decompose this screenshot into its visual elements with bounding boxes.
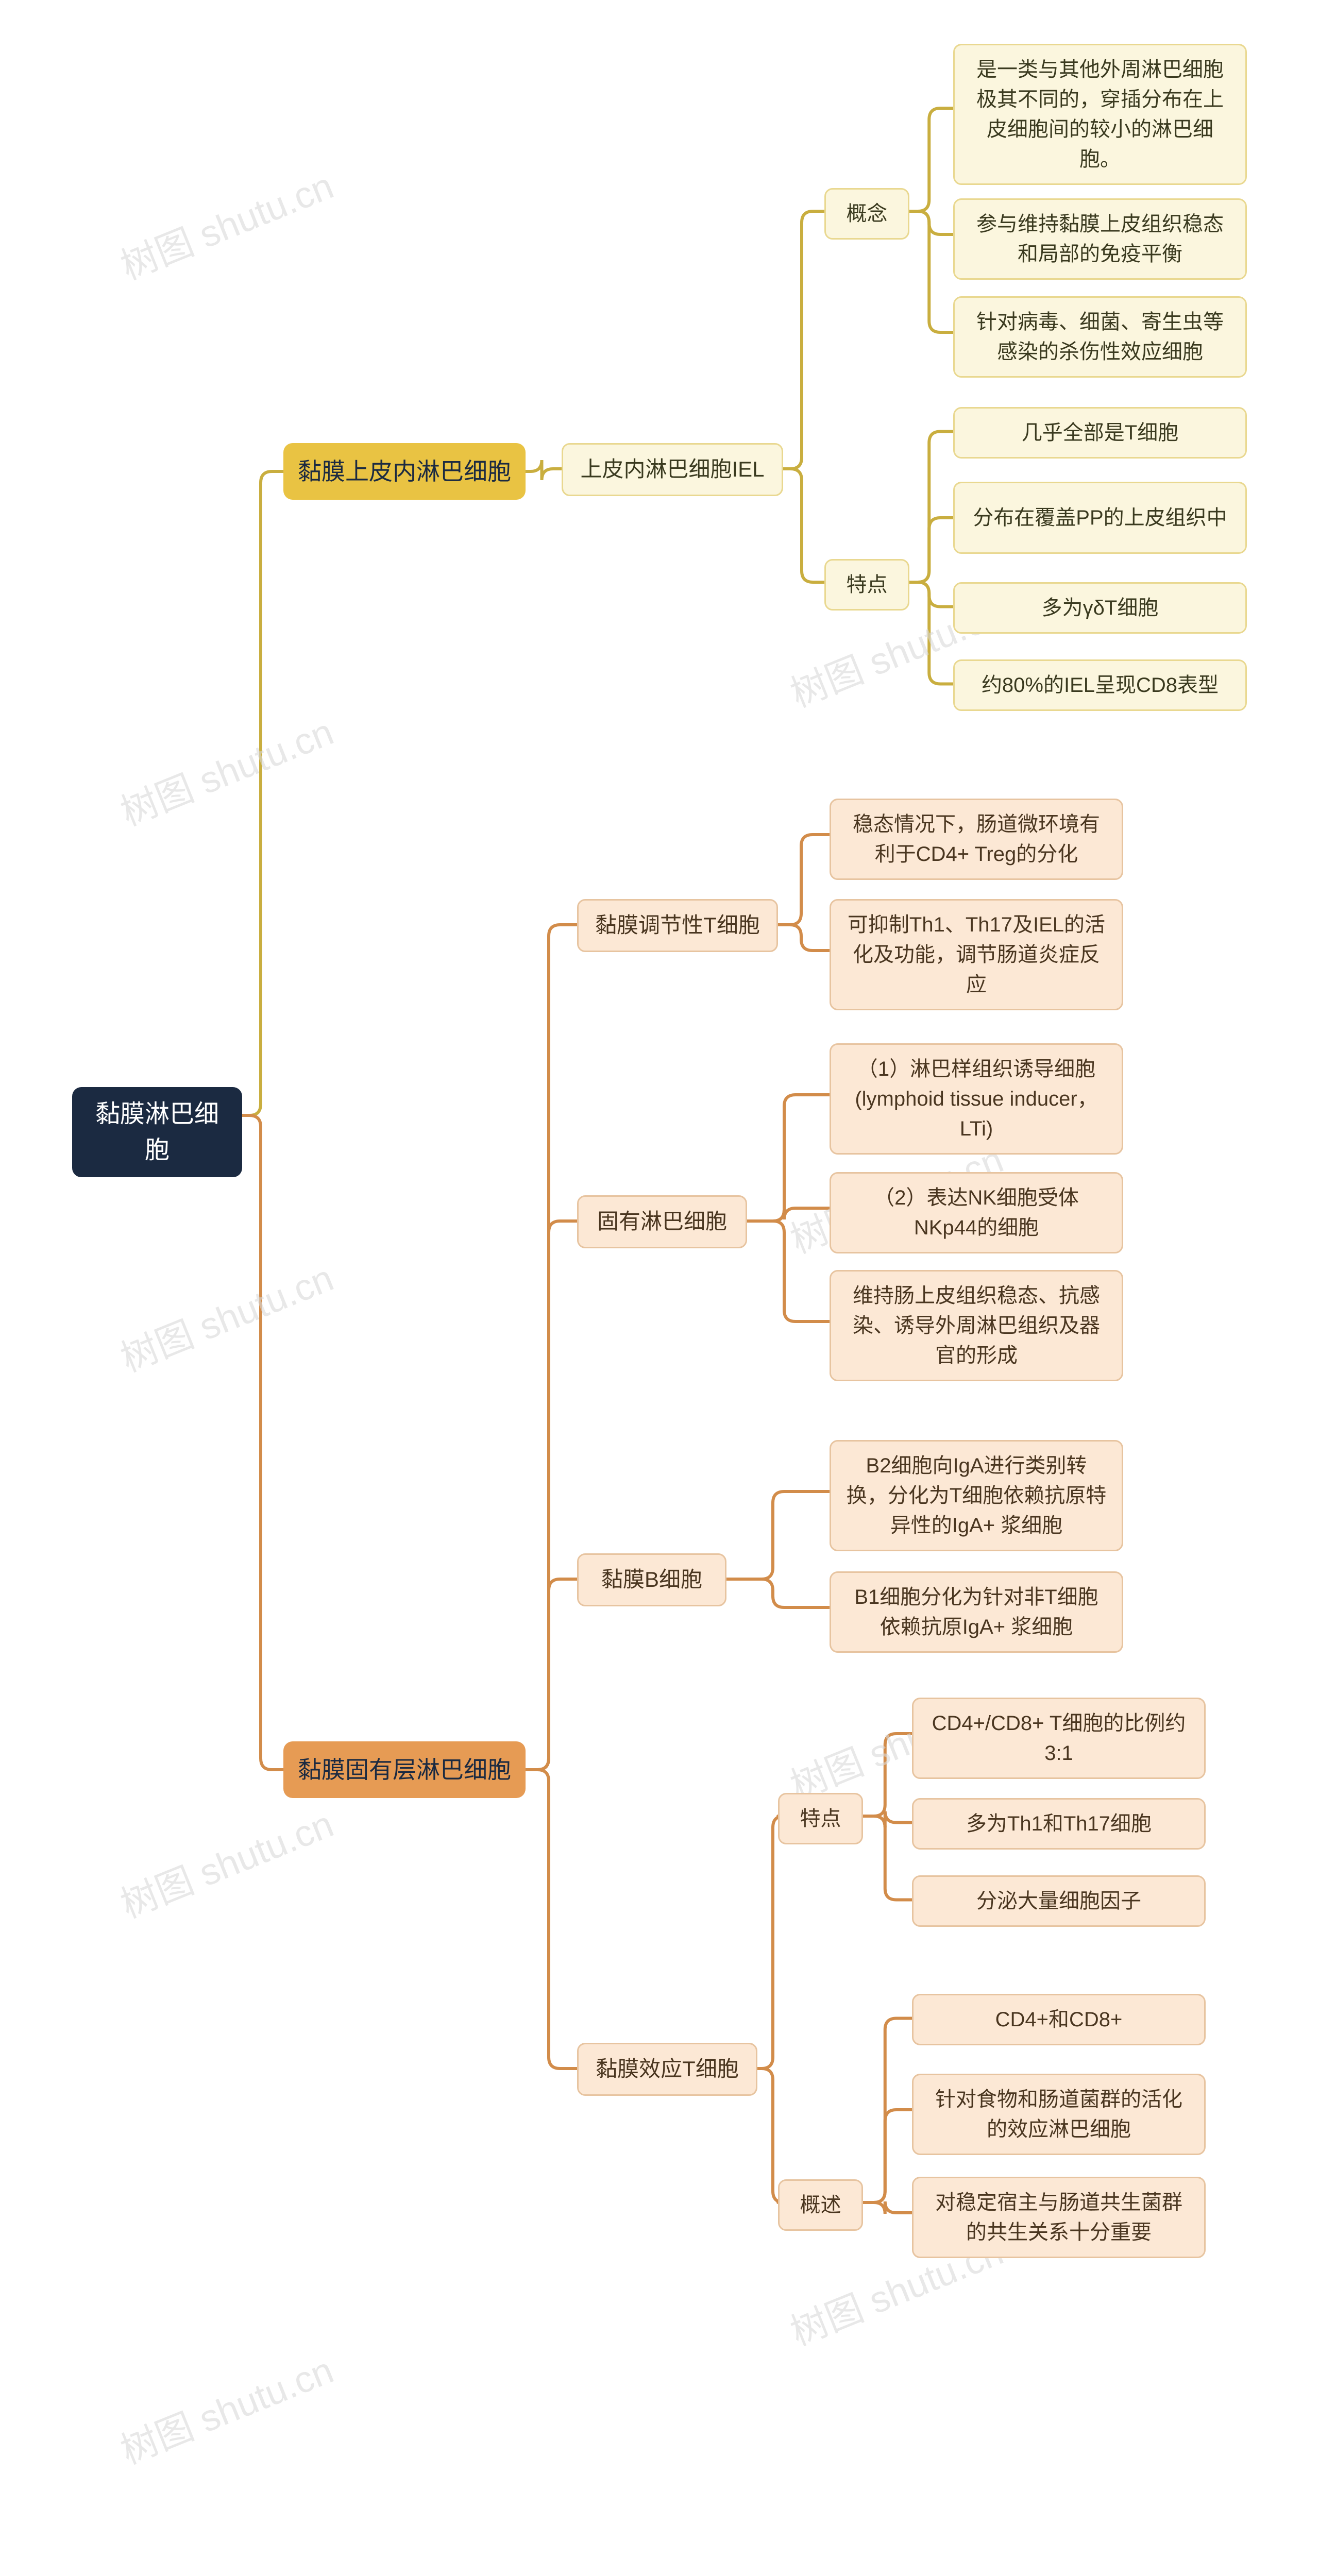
connector <box>909 211 953 332</box>
mindmap-node-o3d2[interactable]: 概述 <box>778 2179 863 2231</box>
mindmap-node-y4b[interactable]: 参与维持黏膜上皮组织稳态和局部的免疫平衡 <box>953 198 1247 280</box>
mindmap-node-root[interactable]: 黏膜淋巴细胞 <box>72 1087 242 1177</box>
mindmap-node-o4d1c[interactable]: 分泌大量细胞因子 <box>912 1875 1206 1927</box>
mindmap-node-o2c[interactable]: 黏膜B细胞 <box>577 1553 726 1606</box>
connector <box>242 471 283 1115</box>
connector <box>783 211 824 469</box>
connector <box>747 1221 830 1321</box>
connector <box>778 925 830 951</box>
connector <box>909 582 953 684</box>
connector <box>863 2019 912 2203</box>
mindmap-node-y3b[interactable]: 特点 <box>824 559 909 611</box>
connector <box>909 211 953 234</box>
connector <box>526 460 562 480</box>
mindmap-node-o2b[interactable]: 固有淋巴细胞 <box>577 1195 747 1248</box>
mindmap-node-o4d1a[interactable]: CD4+/CD8+ T细胞的比例约3:1 <box>912 1698 1206 1779</box>
mindmap-node-y4d[interactable]: 几乎全部是T细胞 <box>953 407 1247 459</box>
mindmap-node-o3a1[interactable]: 稳态情况下，肠道微环境有利于CD4+ Treg的分化 <box>830 799 1123 880</box>
watermark: 树图 shutu.cn <box>111 1794 340 1928</box>
connector <box>757 1816 784 2069</box>
connector <box>726 1492 830 1579</box>
mindmap-node-o3b1[interactable]: （1）淋巴样组织诱导细胞 (lymphoid tissue inducer，LT… <box>830 1043 1123 1155</box>
connector <box>863 1811 912 1828</box>
connector <box>526 925 577 1770</box>
mindmap-canvas: 树图 shutu.cn 树图 shutu.cn 树图 shutu.cn 树图 shut… <box>0 0 1319 2576</box>
watermark: 树图 shutu.cn <box>111 702 340 836</box>
mindmap-node-o3b2[interactable]: （2）表达NK细胞受体NKp44的细胞 <box>830 1172 1123 1253</box>
connector <box>783 469 824 582</box>
mindmap-node-y4c[interactable]: 针对病毒、细菌、寄生虫等感染的杀伤性效应细胞 <box>953 296 1247 378</box>
connector <box>778 835 830 925</box>
connector <box>726 1579 830 1607</box>
mindmap-node-o4d2b[interactable]: 针对食物和肠道菌群的活化的效应淋巴细胞 <box>912 2074 1206 2155</box>
mindmap-node-y4f[interactable]: 多为γδT细胞 <box>953 582 1247 634</box>
mindmap-node-o3b3[interactable]: 维持肠上皮组织稳态、抗感染、诱导外周淋巴组织及器官的形成 <box>830 1270 1123 1381</box>
connector <box>863 2201 912 2214</box>
connector <box>242 1115 283 1770</box>
watermark: 树图 shutu.cn <box>111 156 340 290</box>
connector <box>747 1208 830 1221</box>
connector <box>863 1734 912 1816</box>
mindmap-node-y2[interactable]: 上皮内淋巴细胞IEL <box>562 443 783 496</box>
connector <box>526 1579 577 1770</box>
mindmap-node-o2a[interactable]: 黏膜调节性T细胞 <box>577 899 778 952</box>
mindmap-node-o4d2c[interactable]: 对稳定宿主与肠道共生菌群的共生关系十分重要 <box>912 2177 1206 2258</box>
connector <box>747 1095 830 1221</box>
mindmap-node-y4a[interactable]: 是一类与其他外周淋巴细胞极其不同的，穿插分布在上皮细胞间的较小的淋巴细胞。 <box>953 44 1247 185</box>
connector <box>909 518 953 582</box>
mindmap-node-o4d1b[interactable]: 多为Th1和Th17细胞 <box>912 1798 1206 1850</box>
mindmap-node-o4d2a[interactable]: CD4+和CD8+ <box>912 1994 1206 2045</box>
mindmap-node-y4g[interactable]: 约80%的IEL呈现CD8表型 <box>953 659 1247 711</box>
mindmap-node-o3c1[interactable]: B2细胞向IgA进行类别转换，分化为T细胞依赖抗原特异性的IgA+ 浆细胞 <box>830 1440 1123 1551</box>
mindmap-node-y1[interactable]: 黏膜上皮内淋巴细胞 <box>283 443 526 500</box>
connector <box>863 2110 912 2202</box>
connector <box>909 432 953 583</box>
watermark: 树图 shutu.cn <box>111 2340 340 2475</box>
connector <box>526 1770 577 2069</box>
connector <box>909 582 953 607</box>
mindmap-node-y4e[interactable]: 分布在覆盖PP的上皮组织中 <box>953 482 1247 554</box>
mindmap-node-y3a[interactable]: 概念 <box>824 188 909 240</box>
mindmap-node-o3d1[interactable]: 特点 <box>778 1793 863 1844</box>
mindmap-node-o1[interactable]: 黏膜固有层淋巴细胞 <box>283 1741 526 1798</box>
watermark: 树图 shutu.cn <box>111 1248 340 1382</box>
mindmap-node-o2d[interactable]: 黏膜效应T细胞 <box>577 2043 757 2096</box>
mindmap-node-o3c2[interactable]: B1细胞分化为针对非T细胞依赖抗原IgA+ 浆细胞 <box>830 1571 1123 1653</box>
mindmap-node-o3a2[interactable]: 可抑制Th1、Th17及IEL的活化及功能，调节肠道炎症反应 <box>830 899 1123 1010</box>
connector <box>909 108 953 211</box>
connector <box>863 1816 912 1900</box>
connector <box>526 1221 577 1770</box>
